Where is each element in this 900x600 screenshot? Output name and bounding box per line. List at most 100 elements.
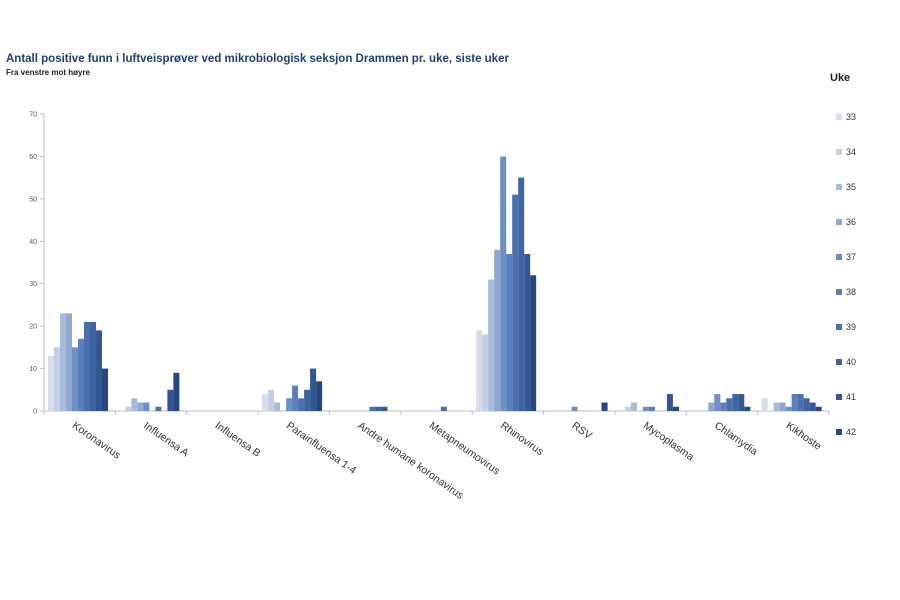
- y-tick-label: 20: [29, 324, 37, 331]
- bar-39-9: [726, 398, 733, 411]
- legend-label-41[interactable]: 41: [846, 392, 856, 402]
- legend-title: Uke: [830, 72, 851, 84]
- bar-37-8: [642, 406, 649, 411]
- bar-35-1: [131, 398, 138, 411]
- bar-36-10: [779, 402, 786, 411]
- legend-label-37[interactable]: 37: [846, 252, 856, 262]
- bar-39-5: [440, 406, 447, 411]
- bar-42-6: [530, 275, 537, 411]
- bars: [48, 156, 822, 411]
- bar-37-6: [500, 156, 507, 411]
- y-tick-label: 0: [33, 409, 37, 416]
- legend[interactable]: 33 34 35 36 37 38 39 40 41 42: [836, 112, 856, 437]
- bar-37-3: [286, 398, 293, 411]
- bar-40-4: [375, 406, 382, 411]
- legend-label-33[interactable]: 33: [846, 112, 856, 122]
- bar-33-3: [262, 394, 269, 411]
- bar-39-1: [155, 406, 162, 411]
- bar-42-7: [601, 402, 608, 411]
- bar-41-1: [167, 389, 174, 411]
- legend-label-35[interactable]: 35: [846, 182, 856, 192]
- bar-42-10: [815, 406, 822, 411]
- legend-label-42[interactable]: 42: [846, 427, 856, 437]
- legend-swatch-33[interactable]: [836, 114, 842, 120]
- legend-swatch-42[interactable]: [836, 429, 842, 435]
- chart-title: Antall positive funn i luftveisprøver ve…: [6, 53, 509, 65]
- category-label: Parainfluensa 1-4: [284, 420, 358, 477]
- bar-36-9: [708, 402, 715, 411]
- bar-41-0: [96, 330, 102, 411]
- bar-37-0: [72, 347, 78, 411]
- axes: 0 10 20 30 40 50 60 70: [29, 112, 830, 416]
- bar-37-10: [785, 406, 792, 411]
- category-label: Influensa B: [213, 420, 263, 460]
- bar-36-6: [494, 249, 501, 411]
- category-label: Kikhoste: [784, 420, 824, 453]
- bar-36-0: [66, 313, 72, 411]
- legend-label-39[interactable]: 39: [846, 322, 856, 332]
- bar-38-6: [506, 254, 513, 411]
- bar-40-9: [732, 394, 739, 411]
- bar-34-3: [268, 389, 275, 411]
- bar-38-3: [292, 385, 299, 411]
- bar-38-8: [648, 406, 655, 411]
- category-labels: Koronavirus Influensa A Influensa B Parainf…: [70, 420, 824, 502]
- bar-40-3: [304, 389, 311, 411]
- bar-35-10: [773, 402, 780, 411]
- legend-swatch-41[interactable]: [836, 394, 842, 400]
- y-tick-label: 30: [29, 281, 37, 288]
- bar-39-3: [298, 398, 305, 411]
- bar-34-0: [54, 347, 60, 411]
- bar-35-0: [60, 313, 66, 411]
- y-tick-label: 60: [29, 154, 37, 161]
- bar-39-4: [369, 406, 376, 411]
- bar-35-3: [274, 402, 281, 411]
- y-tick-label: 50: [29, 196, 37, 203]
- bar-39-10: [797, 394, 804, 411]
- legend-swatch-35[interactable]: [836, 184, 842, 190]
- bar-41-9: [738, 394, 745, 411]
- bar-41-10: [809, 402, 816, 411]
- bar-42-8: [672, 406, 679, 411]
- category-label: RSV: [570, 420, 595, 442]
- legend-swatch-40[interactable]: [836, 359, 842, 365]
- legend-label-40[interactable]: 40: [846, 357, 856, 367]
- category-label: Koronavirus: [70, 420, 123, 462]
- bar-42-1: [173, 372, 180, 411]
- category-label: Metapneumovirus: [427, 420, 502, 478]
- legend-swatch-34[interactable]: [836, 149, 842, 155]
- legend-label-36[interactable]: 36: [846, 217, 856, 227]
- bar-34-1: [125, 406, 132, 411]
- bar-40-10: [803, 398, 810, 411]
- bar-37-1: [143, 402, 150, 411]
- chart-subtitle: Fra venstre mot høyre: [6, 68, 91, 77]
- bar-42-3: [316, 381, 323, 411]
- bar-37-7: [571, 406, 578, 411]
- legend-label-38[interactable]: 38: [846, 287, 856, 297]
- bar-37-9: [714, 394, 721, 411]
- y-tick-label: 10: [29, 366, 37, 373]
- category-label: Chlamydia: [712, 420, 760, 458]
- bar-42-9: [744, 406, 751, 411]
- bar-35-8: [630, 402, 637, 411]
- bar-38-10: [791, 394, 798, 411]
- bar-33-0: [48, 355, 54, 411]
- bar-41-3: [310, 368, 317, 411]
- bar-38-9: [720, 402, 727, 411]
- bar-40-6: [518, 177, 525, 411]
- category-label: Influensa A: [141, 420, 190, 460]
- bar-41-6: [524, 254, 531, 411]
- bar-33-10: [761, 398, 768, 411]
- legend-label-34[interactable]: 34: [846, 147, 856, 157]
- legend-swatch-36[interactable]: [836, 219, 842, 225]
- bar-34-6: [482, 334, 489, 411]
- bar-34-8: [624, 406, 631, 411]
- legend-swatch-38[interactable]: [836, 289, 842, 295]
- legend-swatch-39[interactable]: [836, 324, 842, 330]
- bar-38-0: [78, 338, 84, 411]
- legend-swatch-37[interactable]: [836, 254, 842, 260]
- bar-35-6: [488, 279, 495, 411]
- bar-41-8: [666, 394, 673, 411]
- y-tick-label: 40: [29, 239, 37, 246]
